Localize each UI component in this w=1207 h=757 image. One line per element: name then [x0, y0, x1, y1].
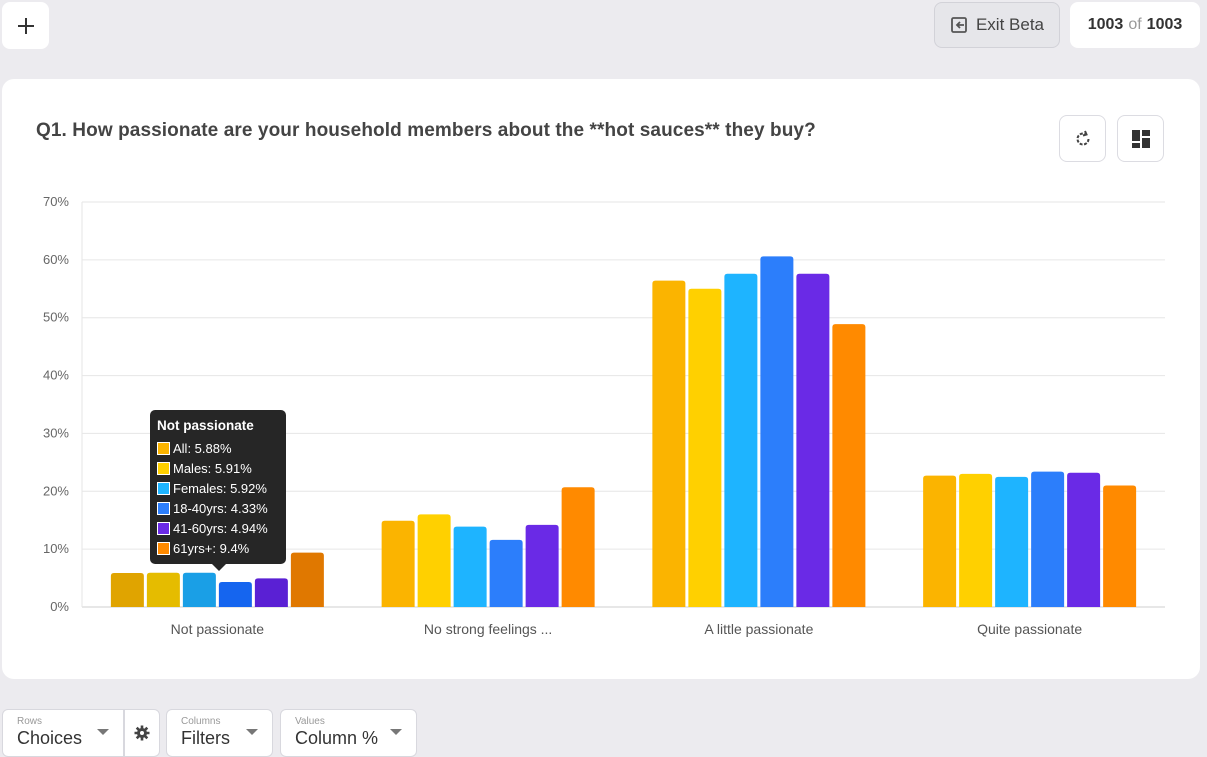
- bar: [959, 473, 993, 607]
- tooltip-row: All: 5.88%: [157, 438, 279, 458]
- add-button[interactable]: [2, 2, 49, 49]
- y-tick-label: 20%: [43, 483, 69, 498]
- bar: [923, 475, 957, 607]
- columns-value: Filters: [181, 728, 230, 748]
- bar: [796, 273, 830, 607]
- tooltip-row-text: 61yrs+: 9.4%: [173, 540, 250, 556]
- swatch-all: [157, 441, 170, 455]
- tooltip-row: 41-60yrs: 4.94%: [157, 518, 279, 538]
- count-total: 1003: [1146, 16, 1183, 33]
- dashboard-icon: [1131, 129, 1150, 148]
- bar: [525, 524, 559, 607]
- rows-settings-button[interactable]: [124, 709, 160, 757]
- bar: [561, 487, 595, 607]
- bar: [254, 578, 288, 607]
- swatch-61-plus: [157, 541, 170, 555]
- bar: [832, 324, 866, 607]
- bar: [489, 539, 523, 607]
- chevron-down-icon: [390, 729, 402, 735]
- plus-icon: [17, 17, 34, 34]
- y-tick-label: 10%: [43, 541, 69, 556]
- tooltip-row: 61yrs+: 9.4%: [157, 538, 279, 558]
- chart-card: Q1. How passionate are your household me…: [2, 79, 1200, 679]
- bar: [290, 552, 324, 607]
- exit-beta-label: Exit Beta: [975, 15, 1045, 34]
- y-tick-label: 50%: [43, 310, 69, 325]
- y-tick-label: 40%: [43, 368, 69, 383]
- rows-select[interactable]: Rows Choices: [2, 709, 124, 757]
- bar-chart: 0% 10% 20% 30% 40% 50% 60% 70% Not passionate No …: [43, 194, 1165, 637]
- tooltip-row-text: Females: 5.92%: [173, 480, 267, 496]
- count-current: 1003: [1087, 16, 1124, 33]
- tooltip-row: Females: 5.92%: [157, 478, 279, 498]
- bar: [381, 520, 415, 607]
- bar: [652, 280, 686, 607]
- bar: [995, 476, 1029, 607]
- bar: [1031, 471, 1065, 607]
- y-tick-label: 30%: [43, 425, 69, 440]
- bar: [110, 572, 144, 607]
- question-title: Q1. How passionate are your household me…: [36, 120, 816, 141]
- y-tick-label: 60%: [43, 252, 69, 267]
- bar: [688, 288, 722, 607]
- swatch-41-60: [157, 521, 170, 535]
- rows-value: Choices: [17, 728, 83, 748]
- tooltip-row: 18-40yrs: 4.33%: [157, 498, 279, 518]
- exit-beta-button[interactable]: Exit Beta: [934, 2, 1060, 48]
- swatch-18-40: [157, 501, 170, 515]
- values-value: Column %: [295, 728, 379, 748]
- bar: [146, 572, 180, 607]
- bar: [218, 581, 252, 607]
- x-tick-label: A little passionate: [704, 621, 813, 637]
- tooltip-row: Males: 5.91%: [157, 458, 279, 478]
- count-of: of: [1128, 16, 1142, 33]
- swatch-females: [157, 481, 170, 495]
- rows-label: Rows: [17, 716, 43, 727]
- refresh-button[interactable]: [1059, 115, 1106, 162]
- columns-label: Columns: [181, 716, 221, 727]
- tooltip-row-text: 41-60yrs: 4.94%: [173, 520, 268, 536]
- tooltip-row-text: Males: 5.91%: [173, 460, 252, 476]
- bar: [182, 572, 216, 607]
- values-select[interactable]: Values Column %: [280, 709, 417, 757]
- bar: [1067, 472, 1101, 607]
- chart-tooltip: Not passionate All: 5.88% Males: 5.91% F…: [150, 410, 286, 571]
- swatch-males: [157, 461, 170, 475]
- exit-icon: [951, 17, 967, 33]
- tooltip-title: Not passionate: [157, 418, 254, 433]
- chevron-down-icon: [97, 729, 109, 735]
- chevron-down-icon: [246, 729, 258, 735]
- respondent-count: 1003 of 1003: [1070, 2, 1200, 48]
- gear-icon: [134, 725, 150, 741]
- refresh-icon: [1076, 130, 1089, 145]
- bar: [724, 273, 758, 607]
- x-tick-label: No strong feelings ...: [424, 621, 552, 637]
- bar: [1103, 485, 1137, 607]
- bar: [453, 526, 487, 607]
- y-tick-label: 0%: [50, 599, 69, 614]
- columns-select[interactable]: Columns Filters: [166, 709, 273, 757]
- bar: [417, 514, 451, 607]
- bar: [760, 256, 794, 607]
- layout-button[interactable]: [1117, 115, 1164, 162]
- x-tick-label: Not passionate: [171, 621, 265, 637]
- values-label: Values: [295, 716, 325, 727]
- tooltip-row-text: All: 5.88%: [173, 440, 232, 456]
- x-tick-label: Quite passionate: [977, 621, 1082, 637]
- y-tick-label: 70%: [43, 194, 69, 209]
- tooltip-row-text: 18-40yrs: 4.33%: [173, 500, 268, 516]
